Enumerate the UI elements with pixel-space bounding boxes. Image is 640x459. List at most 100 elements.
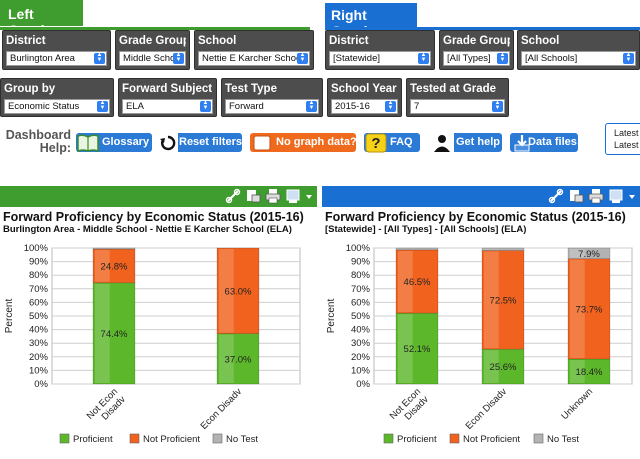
legend-label-no-test[interactable]: No Test (226, 434, 258, 445)
menu-caret-icon[interactable] (628, 188, 636, 204)
y-tick-label: 70% (29, 284, 49, 295)
left-chart-title: Forward Proficiency by Economic Status (… (3, 210, 304, 224)
legend-swatch-not-proficient (129, 433, 140, 444)
reset-filters-button[interactable]: Reset filters (158, 131, 242, 154)
legend-swatch-proficient (383, 433, 394, 444)
y-tick-label: 50% (351, 311, 371, 322)
svg-text:?: ? (371, 135, 380, 152)
y-tick-label: 0% (356, 379, 370, 390)
dashboard-help-label: Dashboard Help: (5, 129, 71, 155)
data-files-button[interactable]: Data files (510, 133, 578, 152)
bar-proficient[interactable] (481, 348, 525, 385)
select-arrows-icon: ▲ ▼ (200, 100, 211, 112)
select-value: [All Types] (447, 53, 491, 64)
y-axis-label: Percent (4, 299, 15, 334)
right-district-select[interactable]: [Statewide] ▲ ▼ (329, 51, 431, 66)
bar-highlight (398, 314, 413, 383)
bar-no-test[interactable] (395, 247, 439, 251)
test-type-filter: Test Type Forward ▲ ▼ (221, 78, 323, 117)
download-icon (510, 131, 534, 154)
export-icon[interactable] (568, 188, 584, 204)
bar-proficient[interactable] (395, 312, 439, 385)
test-type-select[interactable]: Forward ▲ ▼ (225, 99, 319, 114)
save-icon[interactable] (285, 188, 301, 204)
bar-proficient[interactable] (216, 333, 260, 385)
bar-not-proficient[interactable] (92, 248, 136, 284)
select-arrows-icon: ▲ ▼ (306, 100, 317, 112)
legend-label-proficient[interactable]: Proficient (73, 434, 113, 445)
school-year-select[interactable]: 2015-16 ▲ ▼ (331, 99, 398, 114)
legend-label-not-proficient[interactable]: Not Proficient (463, 434, 520, 445)
select-value: Forward (229, 101, 264, 112)
right-tab-underline (325, 27, 640, 30)
export-icon[interactable] (245, 188, 261, 204)
left-graph-tab[interactable]: Left Graph (0, 0, 83, 38)
latest-info-box[interactable]: Latest Latest (605, 123, 640, 155)
get-help-button[interactable]: Get help (430, 131, 502, 154)
select-value: Nettie E Karcher School (202, 53, 304, 64)
book-icon (76, 131, 100, 154)
select-arrows-icon: ▲ ▼ (97, 100, 108, 112)
data-label: 37.0% (225, 354, 252, 365)
no-graph-data-button[interactable]: No graph data? (250, 133, 357, 152)
right-chart-title: Forward Proficiency by Economic Status (… (325, 210, 626, 224)
bar-highlight (570, 359, 585, 383)
y-axis-label: Percent (326, 299, 337, 334)
bar-highlight (570, 249, 585, 258)
forward-subject-filter: Forward Subject ELA ▲ ▼ (118, 78, 217, 117)
print-icon[interactable] (265, 188, 281, 204)
tested-grade-filter: Tested at Grade 7 ▲ ▼ (406, 78, 509, 117)
select-arrows-icon: ▲ ▼ (492, 100, 503, 112)
legend-label-no-test[interactable]: No Test (547, 434, 579, 445)
bar-highlight (398, 250, 413, 313)
legend-swatch-no-test (533, 433, 544, 444)
select-value: Burlington Area (10, 53, 75, 64)
bar-highlight (484, 251, 499, 349)
right-graph-tab[interactable]: Right Graph (325, 3, 417, 39)
legend-label-not-proficient[interactable]: Not Proficient (143, 434, 200, 445)
left-school-select[interactable]: Nettie E Karcher School ▲ ▼ (198, 51, 310, 66)
bar-no-test[interactable] (481, 247, 525, 251)
group-by-select[interactable]: Economic Status ▲ ▼ (4, 99, 110, 114)
bar-not-proficient[interactable] (395, 249, 439, 314)
bar-highlight (484, 350, 499, 383)
filter-label: School Year (331, 83, 397, 95)
legend-label-proficient[interactable]: Proficient (397, 434, 437, 445)
right-school-filter: School [All Schools] ▲ ▼ (517, 30, 640, 70)
y-tick-label: 10% (29, 365, 49, 376)
glossary-button[interactable]: Glossary (76, 133, 152, 152)
filter-label: Grade Group (443, 35, 510, 47)
menu-caret-icon[interactable] (305, 188, 313, 204)
get-help-label: Get help (456, 136, 501, 148)
left-panel-toolbar (0, 186, 317, 207)
help-label-line1: Dashboard (5, 128, 71, 142)
tested-grade-select[interactable]: 7 ▲ ▼ (410, 99, 505, 114)
bar-no-test[interactable] (92, 247, 136, 250)
bar-not-proficient[interactable] (216, 247, 260, 334)
bar-highlight (95, 250, 110, 282)
right-school-select[interactable]: [All Schools] ▲ ▼ (521, 51, 636, 66)
filter-label: School (521, 35, 560, 47)
filter-label: Test Type (225, 83, 277, 95)
link-icon[interactable] (225, 188, 241, 204)
reset-icon (158, 131, 178, 154)
right-grade-group-select[interactable]: [All Types] ▲ ▼ (443, 51, 510, 66)
faq-button[interactable]: ? FAQ (364, 133, 420, 152)
y-tick-label: 0% (34, 379, 48, 390)
left-chart-subtitle: Burlington Area - Middle School - Nettie… (3, 224, 292, 235)
left-grade-group-select[interactable]: Middle School ▲ ▼ (119, 51, 186, 66)
right-graph-panel: Forward Proficiency by Economic Status (… (322, 186, 640, 459)
link-icon[interactable] (548, 188, 564, 204)
save-icon[interactable] (608, 188, 624, 204)
left-district-select[interactable]: Burlington Area ▲ ▼ (6, 51, 107, 66)
forward-subject-select[interactable]: ELA ▲ ▼ (122, 99, 213, 114)
bar-not-proficient[interactable] (567, 258, 611, 360)
bar-not-proficient[interactable] (481, 250, 525, 350)
select-value: ELA (126, 101, 144, 112)
data-label: 25.6% (490, 362, 517, 373)
y-tick-label: 90% (351, 257, 371, 268)
y-tick-label: 60% (29, 297, 49, 308)
print-icon[interactable] (588, 188, 604, 204)
bar-no-test[interactable] (567, 247, 611, 260)
y-tick-label: 30% (351, 338, 371, 349)
